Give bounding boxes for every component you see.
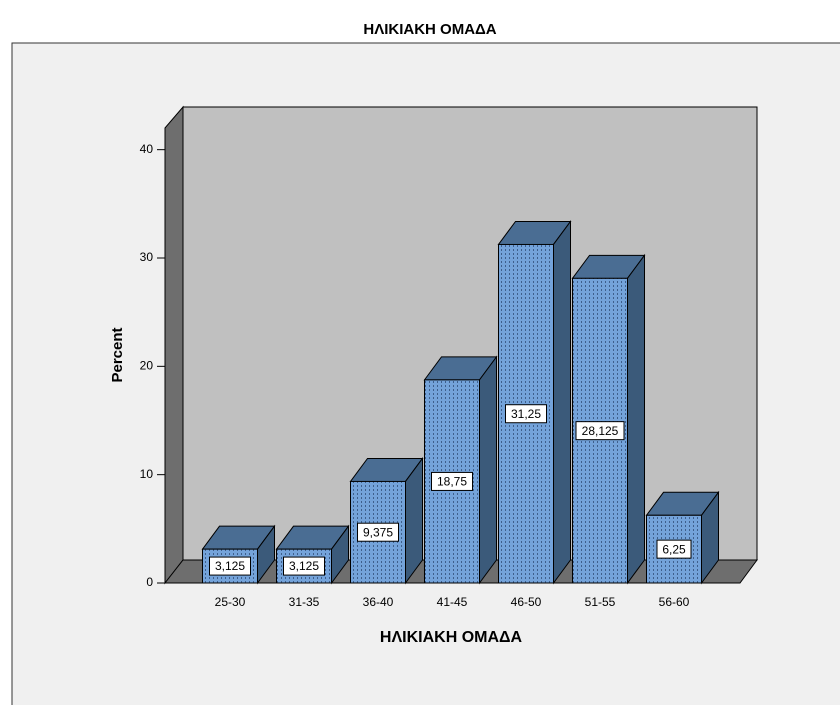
side-wall [164,105,184,585]
x-tick-label: 46-50 [511,595,542,609]
y-tick-label: 20 [140,359,154,373]
y-axis-title: Percent [109,327,126,382]
value-label: 6,25 [662,542,686,556]
x-tick-label: 31-35 [289,595,320,609]
chart-title: ΗΛΙΚΙΑΚΗ ΟΜΑΔΑ [363,21,496,38]
y-tick-label: 30 [140,250,154,264]
y-tick-label: 0 [146,575,153,589]
y-tick-label: 10 [140,467,154,481]
x-tick-label: 56-60 [659,595,690,609]
value-label-box [431,471,473,491]
x-tick-label: 41-45 [437,595,468,609]
value-label: 31,25 [511,407,541,421]
value-label-box [209,556,251,576]
value-label-box [357,522,399,542]
x-tick-label: 36-40 [363,595,394,609]
value-label: 3,125 [215,559,245,573]
bar-side [479,355,497,585]
value-label: 3,125 [289,559,319,573]
value-label-box [283,556,325,576]
value-label: 28,125 [582,424,619,438]
x-tick-label: 51-55 [585,595,616,609]
x-axis-title: ΗΛΙΚΙΑΚΗ ΟΜΑΔΑ [380,629,523,646]
x-tick-label: 25-30 [215,595,246,609]
value-label: 18,75 [437,475,467,489]
value-label-box [505,404,547,424]
bar-side [627,253,645,585]
value-label: 9,375 [363,525,393,539]
bar-side [553,219,571,585]
value-label-box [575,421,625,441]
y-tick-label: 40 [140,142,154,156]
value-label-box [656,539,692,559]
